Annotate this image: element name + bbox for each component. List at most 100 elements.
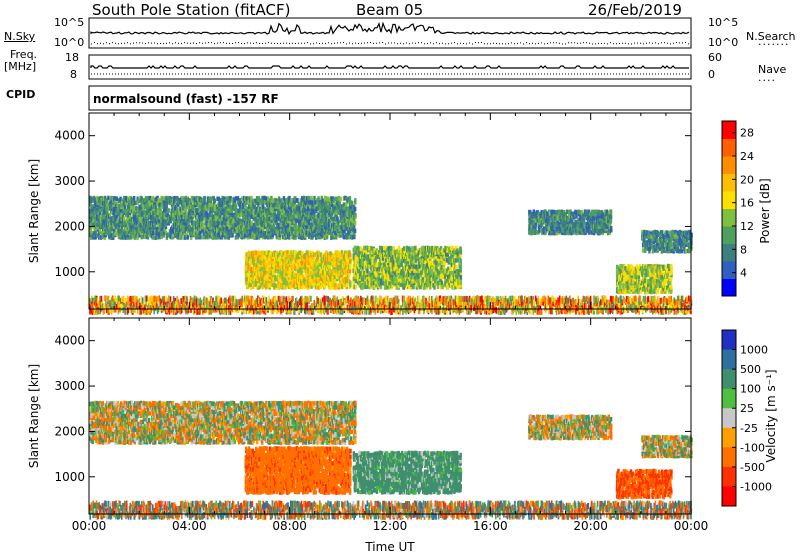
echo-cell bbox=[203, 195, 206, 201]
echo-cell bbox=[125, 195, 128, 201]
echo-cell bbox=[117, 228, 120, 233]
echo-cell bbox=[126, 235, 130, 240]
echo-cell bbox=[135, 206, 138, 211]
echo-cell bbox=[180, 235, 183, 240]
echo-cell bbox=[233, 198, 236, 203]
echo-cell bbox=[235, 196, 238, 201]
echo-cell bbox=[353, 228, 357, 234]
echo-cell bbox=[248, 214, 251, 220]
echo-cell bbox=[98, 210, 101, 216]
echo-cell bbox=[209, 231, 212, 236]
echo-cell bbox=[189, 231, 192, 236]
echo-cell bbox=[232, 223, 235, 228]
echo-cell bbox=[136, 196, 139, 201]
echo-cell bbox=[227, 216, 230, 222]
echo-cell bbox=[120, 212, 123, 218]
echo-cell bbox=[109, 221, 112, 226]
echo-cell bbox=[167, 219, 171, 224]
echo-cell bbox=[399, 282, 402, 287]
echo-cell bbox=[143, 212, 146, 218]
echo-cell bbox=[187, 198, 191, 203]
echo-cell bbox=[109, 228, 112, 233]
echo-cell bbox=[345, 282, 349, 288]
echo-cell bbox=[157, 215, 160, 220]
echo-cell bbox=[129, 214, 132, 219]
echo-cell bbox=[248, 251, 252, 256]
echo-cell bbox=[135, 226, 138, 231]
echo-cell bbox=[189, 204, 192, 209]
echo-cell bbox=[184, 235, 187, 240]
echo-cell bbox=[183, 231, 186, 236]
echo-cell bbox=[172, 212, 175, 218]
echo-cell bbox=[156, 201, 159, 207]
echo-cell bbox=[267, 196, 270, 201]
echo-cell bbox=[110, 199, 113, 205]
echo-cell bbox=[103, 235, 107, 240]
echo-cell bbox=[165, 200, 168, 206]
echo-cell bbox=[209, 202, 213, 208]
echo-cell bbox=[109, 230, 112, 236]
echo-cell bbox=[203, 200, 206, 205]
echo-cell bbox=[94, 212, 97, 217]
echo-cell bbox=[231, 232, 234, 238]
echo-cell bbox=[139, 224, 143, 230]
echo-cell bbox=[179, 227, 182, 232]
echo-cell bbox=[215, 228, 219, 234]
echo-cell bbox=[233, 229, 237, 234]
echo-cell bbox=[250, 195, 253, 201]
echo-cell bbox=[242, 195, 246, 201]
echo-cell bbox=[248, 204, 251, 209]
echo-cell bbox=[414, 245, 417, 251]
echo-cell bbox=[185, 232, 188, 237]
echo-cell bbox=[169, 234, 172, 240]
echo-cell bbox=[147, 208, 150, 213]
echo-cell bbox=[248, 217, 251, 222]
echo-cell bbox=[241, 226, 245, 232]
echo-cell bbox=[100, 230, 104, 236]
echo-cell bbox=[205, 218, 208, 224]
echo-cell bbox=[136, 216, 139, 221]
echo-cell bbox=[335, 196, 338, 202]
echo-cell bbox=[439, 260, 442, 266]
echo-cell bbox=[95, 214, 99, 220]
echo-cell bbox=[115, 196, 118, 202]
echo-cell bbox=[138, 198, 141, 204]
echo-cell bbox=[194, 200, 198, 205]
echo-cell bbox=[156, 226, 159, 232]
echo-cell bbox=[310, 195, 313, 201]
echo-cell bbox=[124, 226, 128, 231]
echo-cell bbox=[128, 226, 131, 232]
echo-cell bbox=[111, 208, 114, 214]
echo-cell bbox=[411, 246, 414, 251]
echo-cell bbox=[431, 245, 434, 251]
echo-cell bbox=[133, 216, 136, 222]
echo-cell bbox=[195, 208, 198, 213]
echo-cell bbox=[336, 216, 339, 221]
echo-cell bbox=[236, 221, 239, 226]
echo-cell bbox=[96, 233, 99, 238]
echo-cell bbox=[203, 208, 206, 214]
echo-cell bbox=[412, 284, 415, 290]
echo-cell bbox=[201, 208, 204, 213]
echo-cell bbox=[171, 208, 175, 214]
echo-cell bbox=[209, 222, 212, 228]
freq-trace bbox=[90, 65, 689, 75]
echo-cell bbox=[405, 245, 409, 251]
echo-cell bbox=[119, 228, 122, 233]
echo-cell bbox=[104, 224, 108, 230]
echo-cell bbox=[220, 216, 224, 221]
echo-cell bbox=[226, 200, 229, 205]
echo-cell bbox=[443, 260, 447, 266]
echo-cell bbox=[126, 216, 130, 221]
echo-cell bbox=[243, 216, 247, 221]
echo-cell bbox=[236, 196, 240, 201]
echo-cell bbox=[181, 195, 184, 201]
echo-cell bbox=[240, 196, 244, 201]
echo-cell bbox=[349, 252, 352, 258]
echo-cell bbox=[217, 221, 221, 226]
echo-cell bbox=[155, 204, 158, 210]
echo-cell bbox=[140, 218, 143, 223]
echo-cell bbox=[133, 210, 136, 216]
echo-cell bbox=[163, 219, 166, 224]
echo-cell bbox=[234, 235, 237, 240]
